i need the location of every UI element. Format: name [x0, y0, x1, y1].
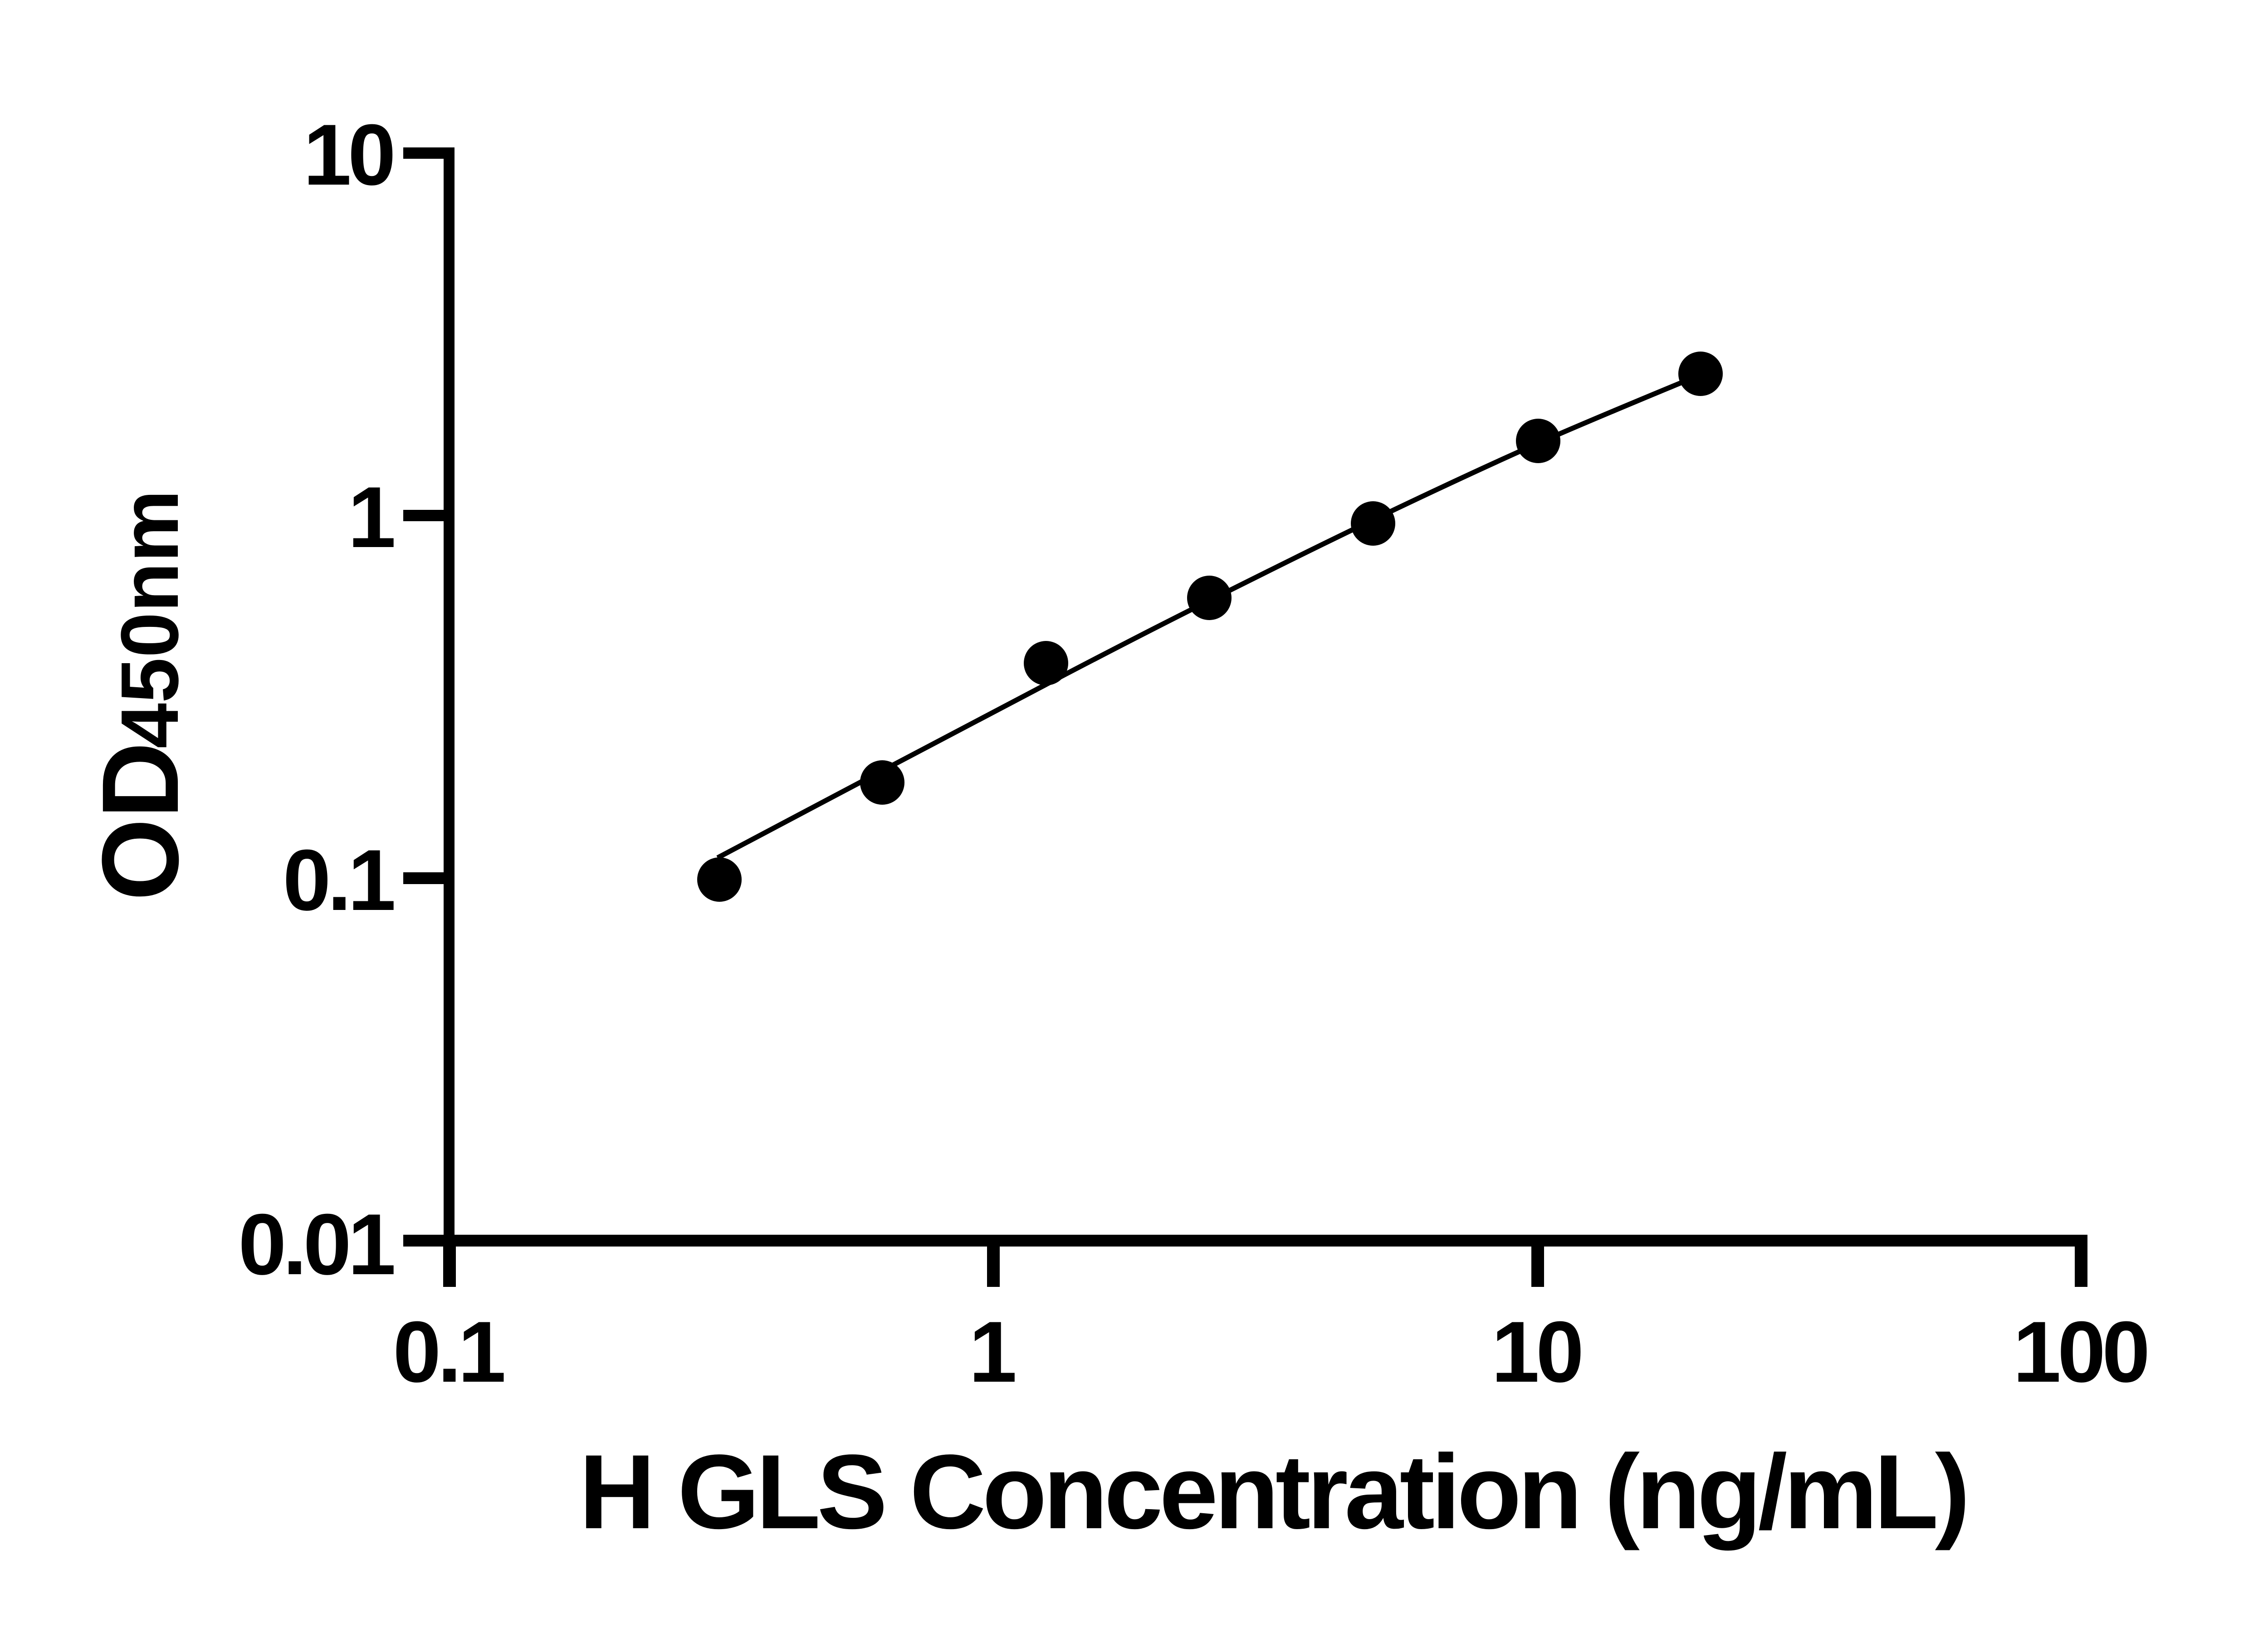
svg-text:10: 10: [303, 107, 393, 203]
svg-text:100: 100: [2013, 1304, 2147, 1400]
svg-text:450nm: 450nm: [104, 490, 196, 748]
svg-text:H GLS Concentration (ng/mL): H GLS Concentration (ng/mL): [579, 1433, 1967, 1551]
svg-text:0.1: 0.1: [283, 832, 393, 929]
svg-text:0.01: 0.01: [238, 1196, 394, 1293]
svg-text:OD: OD: [80, 742, 201, 901]
svg-text:1: 1: [969, 1304, 1015, 1400]
svg-text:1: 1: [348, 469, 394, 566]
svg-text:0.1: 0.1: [393, 1304, 503, 1400]
svg-text:10: 10: [1491, 1304, 1581, 1400]
